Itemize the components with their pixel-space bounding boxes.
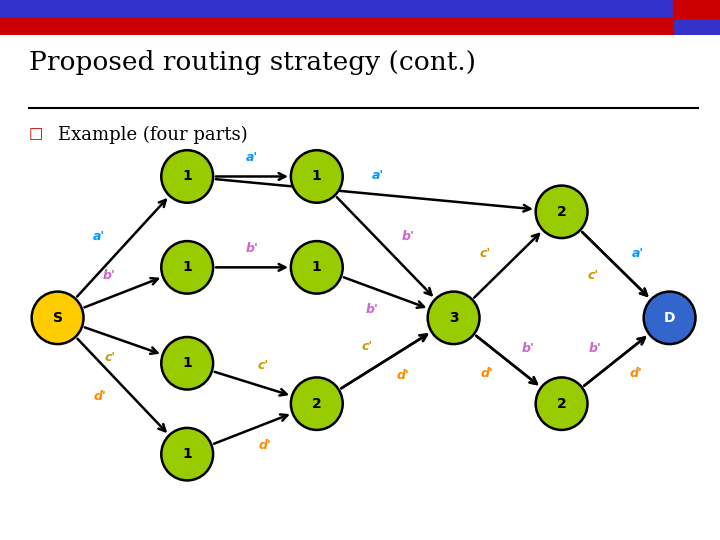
- Text: 1: 1: [182, 356, 192, 370]
- Text: 1: 1: [312, 170, 322, 184]
- Text: a': a': [372, 168, 384, 181]
- Text: □: □: [29, 126, 43, 141]
- Text: d': d': [259, 439, 271, 452]
- Text: 1: 1: [312, 260, 322, 274]
- Text: a': a': [94, 230, 106, 244]
- Text: b': b': [522, 342, 534, 355]
- Ellipse shape: [161, 337, 213, 389]
- Text: 1: 1: [182, 447, 192, 461]
- Text: 1: 1: [182, 260, 192, 274]
- Ellipse shape: [161, 241, 213, 294]
- Text: a': a': [631, 247, 644, 260]
- Text: c': c': [258, 360, 269, 373]
- Text: 3: 3: [449, 311, 459, 325]
- Text: b': b': [366, 303, 379, 316]
- Text: c': c': [361, 340, 372, 353]
- Ellipse shape: [32, 292, 84, 344]
- Text: 2: 2: [312, 397, 322, 411]
- Text: b': b': [246, 242, 258, 255]
- Text: b': b': [103, 269, 115, 282]
- Ellipse shape: [291, 377, 343, 430]
- Bar: [673, 0, 720, 18]
- Text: 2: 2: [557, 397, 567, 411]
- Text: D: D: [664, 311, 675, 325]
- Text: d': d': [630, 367, 642, 380]
- Text: 2: 2: [557, 205, 567, 219]
- Ellipse shape: [536, 377, 588, 430]
- Text: Proposed routing strategy (cont.): Proposed routing strategy (cont.): [29, 50, 476, 75]
- Ellipse shape: [291, 150, 343, 202]
- Text: 1: 1: [182, 170, 192, 184]
- Ellipse shape: [291, 241, 343, 294]
- Ellipse shape: [428, 292, 480, 344]
- Text: c': c': [480, 247, 491, 260]
- Ellipse shape: [644, 292, 696, 344]
- Ellipse shape: [161, 150, 213, 202]
- Text: a': a': [246, 151, 258, 164]
- Text: d': d': [397, 369, 410, 382]
- Text: b': b': [402, 230, 414, 243]
- Text: Example (four parts): Example (four parts): [58, 126, 247, 144]
- Ellipse shape: [536, 186, 588, 238]
- Bar: [0, 18, 673, 35]
- Text: b': b': [589, 342, 601, 355]
- Text: d': d': [93, 390, 106, 403]
- Text: d': d': [481, 367, 493, 380]
- Text: c': c': [104, 351, 116, 364]
- Text: c': c': [588, 269, 599, 282]
- Ellipse shape: [161, 428, 213, 481]
- Text: S: S: [53, 311, 63, 325]
